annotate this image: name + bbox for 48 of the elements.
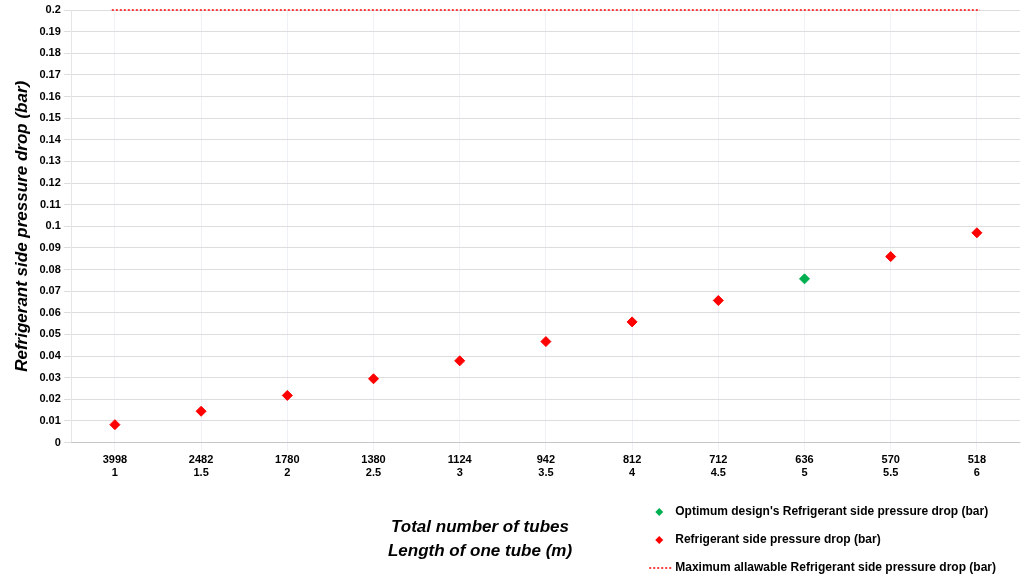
x-tick-label: 3998 1 xyxy=(102,453,128,479)
y-tick-label: 0.13 xyxy=(39,154,61,167)
x-tick-label: 1780 2 xyxy=(275,453,300,479)
y-tick-label: 0.06 xyxy=(39,305,61,318)
y-tick-label: 0.17 xyxy=(39,67,61,80)
x-tick-label: 712 4.5 xyxy=(709,453,728,479)
y-tick-label: 0.16 xyxy=(39,89,61,102)
x-tick-label: 518 6 xyxy=(967,453,987,479)
y-tick-label: 0.05 xyxy=(39,327,61,340)
y-tick-label: 0.09 xyxy=(39,240,61,253)
y-tick-label: 0.15 xyxy=(39,111,61,124)
x-tick-label: 1380 2.5 xyxy=(361,453,386,479)
y-tick-label: 0.07 xyxy=(39,284,61,297)
point xyxy=(712,294,724,306)
y-tick-label: 0.18 xyxy=(39,46,61,59)
y-tick-label: 0.02 xyxy=(39,392,61,405)
y-tick-label: 0.2 xyxy=(45,3,61,16)
legend-label: Maximum allawable Refrigerant side pressure drop (bar) xyxy=(675,560,997,575)
point xyxy=(195,405,207,417)
y-tick-label: 0.01 xyxy=(39,414,61,426)
legend-label: Optimum design's Refrigerant side pressure drop (bar) xyxy=(675,504,989,519)
point xyxy=(454,355,466,367)
y-tick-label: 0.14 xyxy=(39,132,62,145)
x-tick-label: 636 5 xyxy=(795,453,814,479)
y-tick-label: 0.03 xyxy=(39,370,61,383)
x-tick-label: 942 3.5 xyxy=(536,453,556,479)
point xyxy=(540,336,552,348)
x-tick-label: 570 5.5 xyxy=(881,453,900,479)
y-tick-label: 0.11 xyxy=(40,197,61,210)
point xyxy=(799,273,810,285)
point xyxy=(885,251,897,263)
point xyxy=(109,419,121,431)
y-tick-label: 0 xyxy=(54,435,61,448)
y-axis-title: Refrigerant side pressure drop (bar) xyxy=(11,80,31,372)
point xyxy=(971,227,983,239)
x-tick-label: 812 4 xyxy=(622,453,642,479)
y-tick-label: 0.1 xyxy=(45,219,61,232)
legend-label: Refrigerant side pressure drop (bar) xyxy=(675,532,881,547)
y-tick-label: 0.19 xyxy=(39,24,61,37)
x-tick-label: 1124 3 xyxy=(447,453,473,479)
y-tick-label: 0.12 xyxy=(39,176,61,189)
point xyxy=(281,389,293,401)
point xyxy=(368,373,380,385)
x-tick-label: 2482 1.5 xyxy=(188,453,214,479)
point xyxy=(626,316,638,328)
x-axis-title: Total number of tubes Length of one tube (m) xyxy=(387,516,573,560)
y-tick-label: 0.04 xyxy=(39,349,62,362)
y-tick-label: 0.08 xyxy=(39,262,61,275)
